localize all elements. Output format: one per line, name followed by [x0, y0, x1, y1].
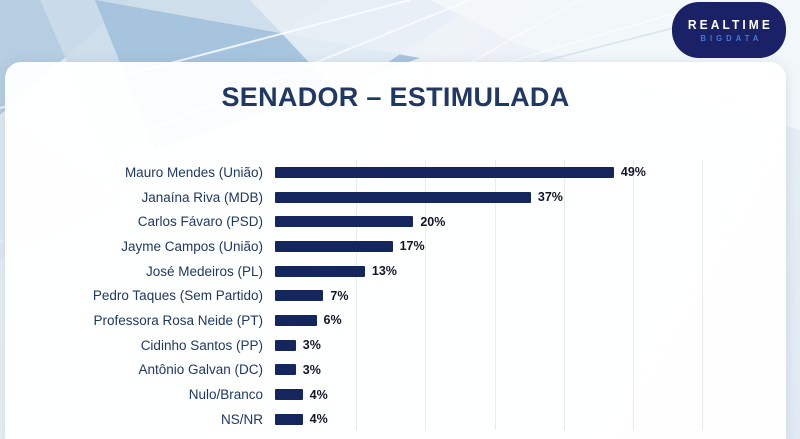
bar-track: 3% — [275, 358, 786, 383]
category-label: Antônio Galvan (DC) — [138, 362, 263, 378]
bar — [275, 191, 531, 203]
logo-text-bigdata: BIGDATA — [699, 33, 763, 43]
chart-row: Mauro Mendes (União) 49% — [5, 160, 786, 185]
chart-row: Antônio Galvan (DC) 3% — [5, 358, 786, 383]
chart-row: Cidinho Santos (PP) 3% — [5, 333, 786, 358]
bar-track: 3% — [275, 333, 786, 358]
chart-row: Jayme Campos (União) 17% — [5, 234, 786, 259]
value-label: 13% — [371, 264, 397, 279]
chart-row: Janaína Riva (MDB) 37% — [5, 185, 786, 210]
category-label: Professora Rosa Neide (PT) — [93, 312, 263, 328]
bar — [275, 413, 303, 425]
chart-row: Pedro Taques (Sem Partido) 7% — [5, 283, 786, 308]
category-label: José Medeiros (PL) — [145, 263, 263, 279]
bar — [275, 216, 414, 228]
category-label: Jayme Campos (União) — [121, 238, 263, 254]
bar — [275, 166, 614, 178]
page-title: SENADOR – ESTIMULADA — [221, 82, 570, 112]
value-label: 49% — [620, 165, 646, 180]
bar — [275, 265, 365, 277]
bar — [275, 364, 296, 376]
bar-track: 17% — [275, 234, 786, 259]
value-label: 4% — [309, 412, 328, 427]
value-label: 3% — [302, 338, 321, 353]
bar-chart: Mauro Mendes (União) 49% Janaína Riva (MDB… — [5, 160, 786, 432]
category-label: Carlos Fávaro (PSD) — [137, 214, 263, 230]
chart-row: Professora Rosa Neide (PT) 6% — [5, 308, 786, 333]
chart-row: José Medeiros (PL) 13% — [5, 259, 786, 284]
value-label: 20% — [420, 214, 446, 229]
chart-row: NS/NR 4% — [5, 407, 786, 432]
logo-text-realtime: REALTIME — [688, 17, 774, 32]
category-label: Pedro Taques (Sem Partido) — [92, 288, 263, 304]
value-label: 6% — [323, 313, 342, 328]
value-label: 37% — [537, 190, 563, 205]
bar — [275, 339, 296, 351]
bar-track: 4% — [275, 407, 786, 432]
category-label: Nulo/Branco — [188, 387, 263, 403]
value-label: 7% — [330, 288, 349, 303]
bar-track: 49% — [275, 160, 786, 185]
value-label: 17% — [399, 239, 425, 254]
realtime-bigdata-logo: REALTIME BIGDATA — [672, 2, 786, 58]
category-label: Cidinho Santos (PP) — [140, 337, 263, 353]
bar-track: 37% — [275, 185, 786, 210]
bar — [275, 389, 303, 401]
bar-track: 6% — [275, 308, 786, 333]
category-label: NS/NR — [220, 411, 263, 427]
bar — [275, 314, 317, 326]
category-label: Mauro Mendes (União) — [124, 164, 263, 180]
category-label: Janaína Riva (MDB) — [141, 189, 263, 205]
chart-row: Nulo/Branco 4% — [5, 382, 786, 407]
value-label: 3% — [302, 362, 321, 377]
bar — [275, 240, 393, 252]
bar-track: 13% — [275, 259, 786, 284]
value-label: 4% — [309, 387, 328, 402]
chart-rows: Mauro Mendes (União) 49% Janaína Riva (MDB… — [5, 160, 786, 432]
bar-track: 7% — [275, 283, 786, 308]
chart-row: Carlos Fávaro (PSD) 20% — [5, 209, 786, 234]
bar-track: 4% — [275, 382, 786, 407]
bar — [275, 290, 324, 302]
bar-track: 20% — [275, 209, 786, 234]
content-card: SENADOR – ESTIMULADA Mauro Mendes (União… — [5, 62, 786, 439]
